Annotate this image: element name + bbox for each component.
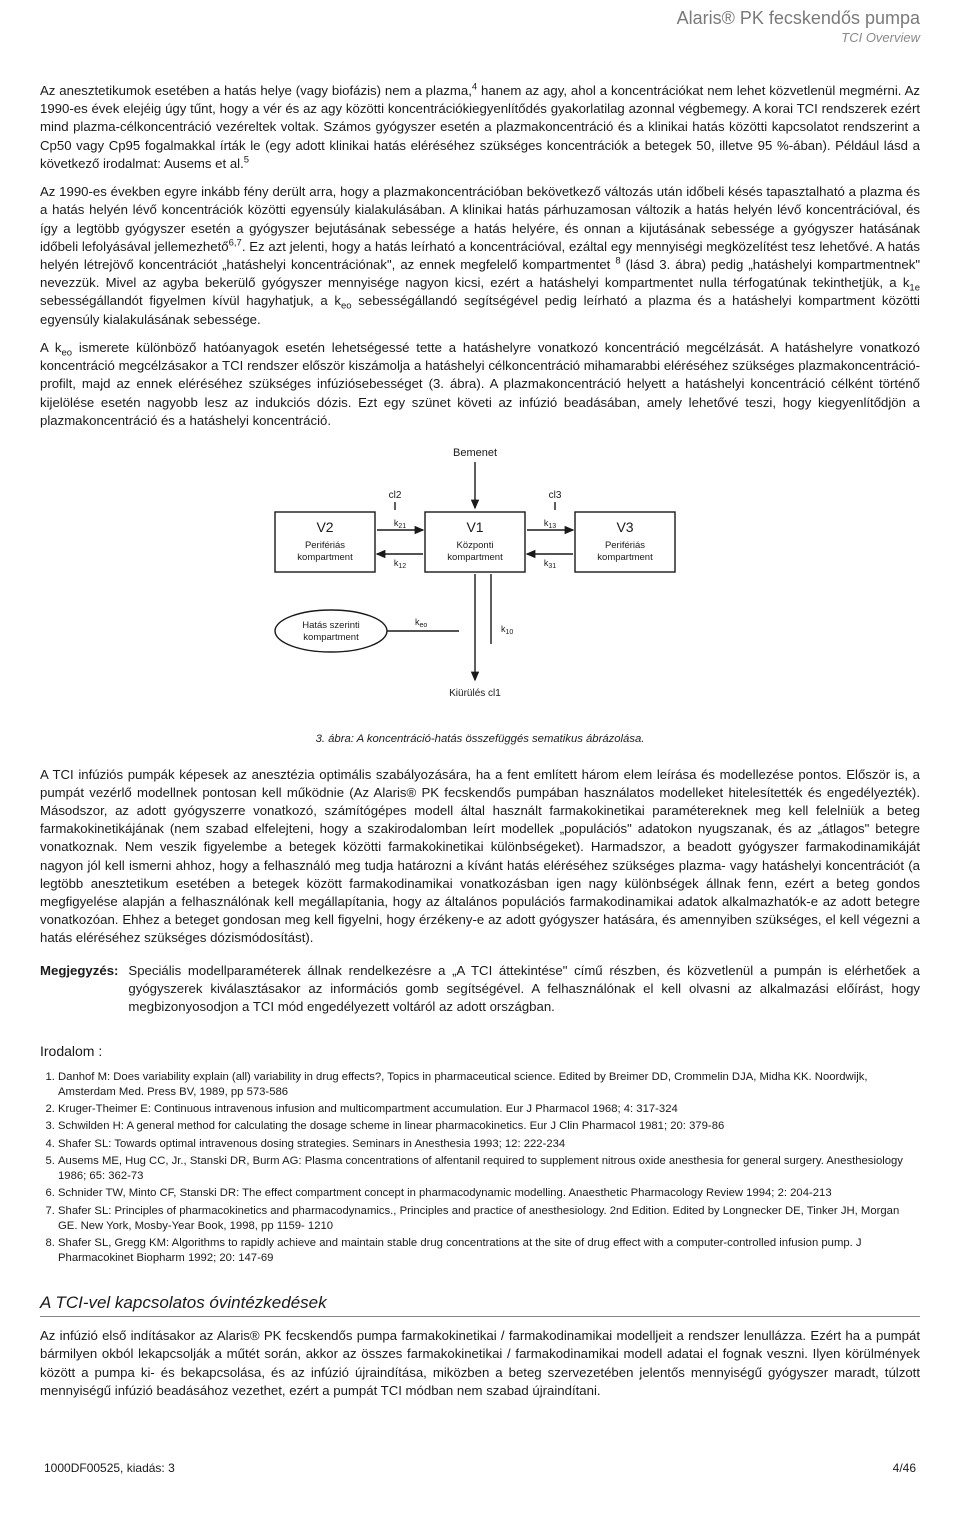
reference-list: Danhof M: Does variability explain (all)…	[40, 1070, 920, 1267]
footer-left: 1000DF00525, kiadás: 3	[44, 1460, 175, 1477]
brand-line1: Alaris® PK fecskendős pumpa	[677, 6, 920, 31]
svg-text:V1: V1	[466, 519, 483, 535]
reference-item: Shafer SL: Towards optimal intravenous d…	[58, 1137, 920, 1152]
section-precautions-title: A TCI-vel kapcsolatos óvintézkedések	[40, 1291, 920, 1317]
svg-text:k21: k21	[394, 518, 406, 530]
diagram-caption: 3. ábra: A koncentráció-hatás összefüggé…	[40, 732, 920, 748]
page: Alaris® PK fecskendős pumpa TCI Overview…	[0, 0, 960, 1537]
svg-text:k13: k13	[544, 518, 556, 530]
compartment-diagram: Bemenet cl2 cl3 V2 Perifériás kompartmen…	[220, 442, 740, 722]
note-body: Speciális modellparaméterek állnak rende…	[128, 962, 920, 1017]
svg-text:Központi: Központi	[457, 540, 494, 551]
svg-text:k12: k12	[394, 558, 406, 570]
svg-text:cl2: cl2	[389, 490, 402, 501]
dg-label-bemenet: Bemenet	[453, 447, 497, 459]
svg-text:cl3: cl3	[549, 490, 562, 501]
refs-title: Irodalom :	[40, 1042, 920, 1061]
reference-item: Schwilden H: A general method for calcul…	[58, 1119, 920, 1134]
svg-text:k31: k31	[544, 558, 556, 570]
para-3: A keo ismerete különböző hatóanyagok ese…	[40, 339, 920, 430]
svg-text:kompartment: kompartment	[297, 552, 353, 563]
svg-text:Perifériás: Perifériás	[305, 540, 345, 551]
note-block: Megjegyzés: Speciális modellparaméterek …	[40, 962, 920, 1017]
para-4: A TCI infúziós pumpák képesek az aneszté…	[40, 766, 920, 948]
note-label: Megjegyzés:	[40, 962, 118, 1017]
svg-text:k10: k10	[501, 624, 513, 636]
reference-item: Shafer SL: Principles of pharmacokinetic…	[58, 1204, 920, 1235]
svg-text:kompartment: kompartment	[303, 632, 359, 643]
reference-item: Kruger-Theimer E: Continuous intravenous…	[58, 1102, 920, 1117]
para-2: Az 1990-es években egyre inkább fény der…	[40, 183, 920, 329]
para-1: Az anesztetikumok esetében a hatás helye…	[40, 82, 920, 173]
section-precautions-body: Az infúzió első indításakor az Alaris® P…	[40, 1327, 920, 1400]
svg-text:kompartment: kompartment	[447, 552, 503, 563]
reference-item: Shafer SL, Gregg KM: Algorithms to rapid…	[58, 1236, 920, 1267]
reference-item: Danhof M: Does variability explain (all)…	[58, 1070, 920, 1101]
svg-text:V3: V3	[616, 519, 633, 535]
svg-text:keo: keo	[415, 617, 427, 629]
reference-item: Schnider TW, Minto CF, Stanski DR: The e…	[58, 1186, 920, 1201]
brand-line2: TCI Overview	[677, 29, 920, 47]
footer-right: 4/46	[893, 1460, 916, 1477]
svg-text:Kiürülés cl1: Kiürülés cl1	[449, 688, 501, 699]
svg-text:Perifériás: Perifériás	[605, 540, 645, 551]
svg-text:V2: V2	[316, 519, 333, 535]
reference-item: Ausems ME, Hug CC, Jr., Stanski DR, Burm…	[58, 1154, 920, 1185]
header-brand: Alaris® PK fecskendős pumpa TCI Overview	[677, 6, 920, 47]
svg-text:kompartment: kompartment	[597, 552, 653, 563]
page-footer: 1000DF00525, kiadás: 3 4/46	[40, 1460, 920, 1477]
svg-text:Hatás szerinti: Hatás szerinti	[302, 620, 360, 631]
